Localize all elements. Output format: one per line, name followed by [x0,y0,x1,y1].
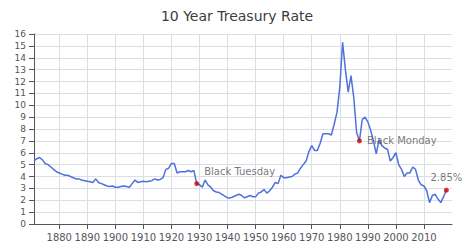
svg-text:10 Year Treasury Rate: 10 Year Treasury Rate [161,8,313,24]
svg-text:4: 4 [20,172,26,182]
svg-text:Black Tuesday: Black Tuesday [204,166,275,177]
svg-text:1: 1 [20,207,26,217]
svg-text:9: 9 [20,112,26,122]
svg-text:10: 10 [15,100,27,110]
svg-text:2: 2 [20,195,26,205]
svg-text:1900: 1900 [103,232,128,243]
svg-text:8: 8 [20,124,26,134]
svg-text:1950: 1950 [243,232,268,243]
svg-text:5: 5 [20,160,26,170]
svg-text:13: 13 [15,65,26,75]
svg-text:1980: 1980 [327,232,352,243]
svg-text:1930: 1930 [187,232,212,243]
svg-text:1890: 1890 [75,232,100,243]
svg-text:14: 14 [15,53,27,63]
svg-text:1910: 1910 [131,232,156,243]
svg-text:1970: 1970 [299,232,324,243]
svg-text:2010: 2010 [411,232,436,243]
svg-text:7: 7 [20,136,26,146]
svg-text:0: 0 [20,219,26,229]
svg-text:6: 6 [20,148,26,158]
svg-text:15: 15 [15,41,26,51]
svg-text:11: 11 [15,88,26,98]
svg-text:1880: 1880 [47,232,72,243]
svg-text:2000: 2000 [383,232,408,243]
svg-text:16: 16 [15,29,27,39]
svg-text:1940: 1940 [215,232,240,243]
svg-text:2.85%: 2.85% [430,172,462,183]
svg-text:1990: 1990 [355,232,380,243]
svg-text:3: 3 [20,183,26,193]
svg-text:12: 12 [15,77,26,87]
svg-text:Black Monday: Black Monday [367,135,437,146]
svg-text:1960: 1960 [271,232,296,243]
svg-text:1920: 1920 [159,232,184,243]
